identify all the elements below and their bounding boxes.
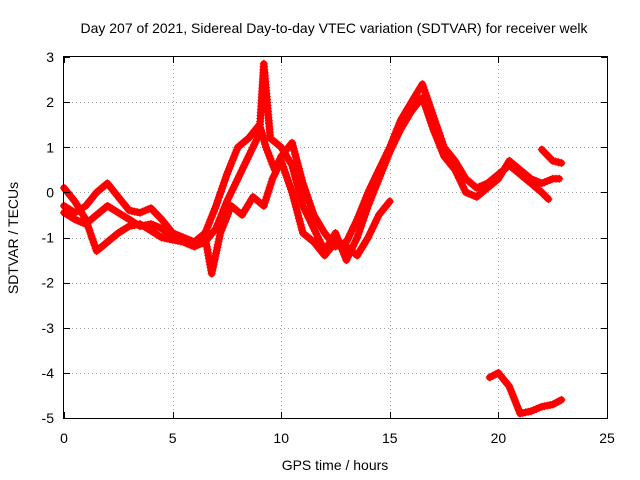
data-point xyxy=(342,242,351,251)
data-point xyxy=(557,159,566,167)
axis-ticks xyxy=(64,57,608,419)
x-tick-label: 25 xyxy=(599,430,615,446)
grid xyxy=(64,57,607,418)
data-point xyxy=(481,185,490,194)
y-tick-label: -1 xyxy=(42,230,55,246)
x-tick-label: 20 xyxy=(491,430,507,446)
plot-frame xyxy=(63,56,608,419)
y-tick-label: 2 xyxy=(46,94,54,110)
data-point xyxy=(385,197,394,206)
data-point xyxy=(94,209,103,218)
data-point xyxy=(511,162,520,171)
tick-labels: 0 5 10 15 20 25 -5 -4 -3 -2 -1 0 1 2 3 xyxy=(42,49,615,446)
series-trace-e xyxy=(485,368,566,418)
data-point xyxy=(474,191,483,200)
y-tick-label: -4 xyxy=(42,365,55,381)
data-point xyxy=(94,245,103,254)
series-trace-c xyxy=(60,156,394,278)
data-point xyxy=(505,156,514,165)
y-axis-label: SDTVAR / TECUs xyxy=(5,182,21,294)
data-point xyxy=(535,186,544,195)
y-tick-label: 0 xyxy=(46,184,54,200)
data-point xyxy=(272,139,281,148)
y-tick-label: -2 xyxy=(42,275,55,291)
data-point xyxy=(490,178,499,187)
data-point xyxy=(348,247,357,256)
y-tick-label: 3 xyxy=(46,49,54,65)
data-point xyxy=(557,395,566,404)
chart-title: Day 207 of 2021, Sidereal Day-to-day VTE… xyxy=(80,20,588,36)
data-point xyxy=(233,143,242,152)
data-point xyxy=(249,192,257,201)
data-point xyxy=(240,137,249,146)
data-point xyxy=(544,195,553,204)
x-tick-label: 10 xyxy=(273,430,289,446)
x-tick-label: 5 xyxy=(169,430,177,446)
y-tick-label: 1 xyxy=(46,139,54,155)
data-point xyxy=(94,186,103,195)
data-point xyxy=(110,232,118,241)
y-tick-label: -3 xyxy=(42,320,55,336)
x-axis-label: GPS time / hours xyxy=(282,457,389,473)
x-tick-label: 0 xyxy=(60,430,68,446)
data-point xyxy=(101,239,110,248)
data-point xyxy=(303,232,312,241)
data-point xyxy=(194,238,203,247)
y-tick-label: -5 xyxy=(42,410,55,426)
series-layer xyxy=(60,59,566,418)
data-point xyxy=(466,178,475,187)
data-point xyxy=(555,174,564,183)
series-trace-d xyxy=(537,145,566,167)
data-point xyxy=(233,207,242,216)
series-trace-b xyxy=(60,59,564,265)
x-tick-label: 15 xyxy=(382,430,398,446)
data-point xyxy=(520,169,529,178)
